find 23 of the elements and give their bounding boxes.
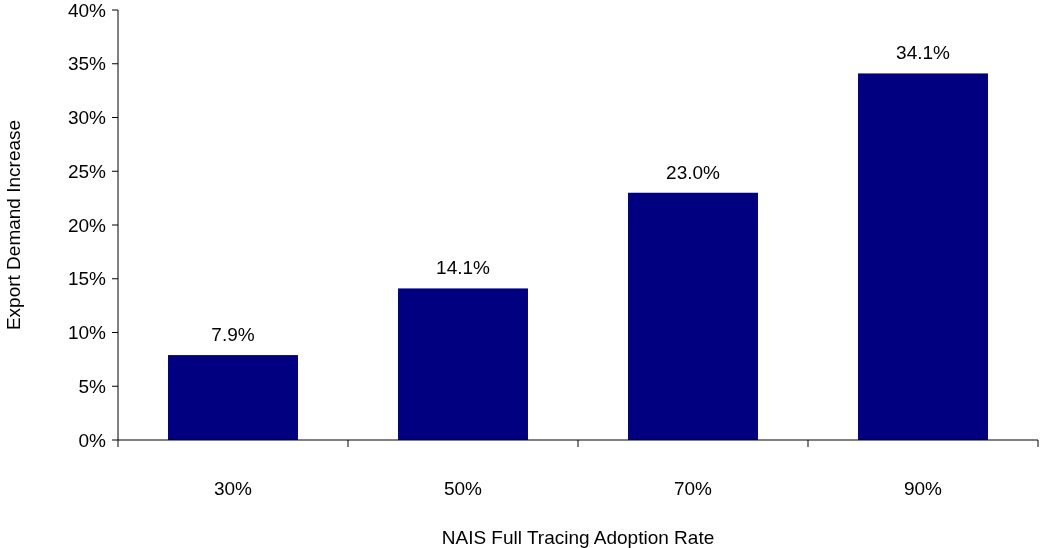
bar [398, 288, 528, 440]
bar [858, 73, 988, 440]
y-tick-label: 40% [67, 0, 107, 21]
y-tick-label: 10% [67, 322, 107, 344]
data-label: 14.1% [436, 257, 491, 279]
x-tick-label: 50% [443, 478, 483, 499]
x-tick-label: 90% [903, 478, 943, 499]
y-tick-label: 0% [78, 429, 107, 451]
data-label: 7.9% [211, 324, 255, 346]
y-tick-label: 15% [67, 268, 107, 290]
bar [628, 192, 758, 440]
x-tick-label: 30% [213, 478, 253, 499]
x-axis-title: NAIS Full Tracing Adoption Rate [441, 527, 715, 548]
data-label: 34.1% [896, 42, 951, 64]
y-tick-label: 30% [67, 107, 107, 129]
x-tick-label: 70% [673, 478, 713, 499]
data-label: 23.0% [666, 161, 721, 183]
y-tick-label: 5% [78, 375, 107, 397]
y-tick-label: 25% [67, 160, 107, 182]
y-tick-label: 20% [67, 214, 107, 236]
y-axis-title: Export Demand Increase [3, 119, 24, 331]
bar [168, 355, 298, 440]
y-tick-label: 35% [67, 53, 107, 75]
